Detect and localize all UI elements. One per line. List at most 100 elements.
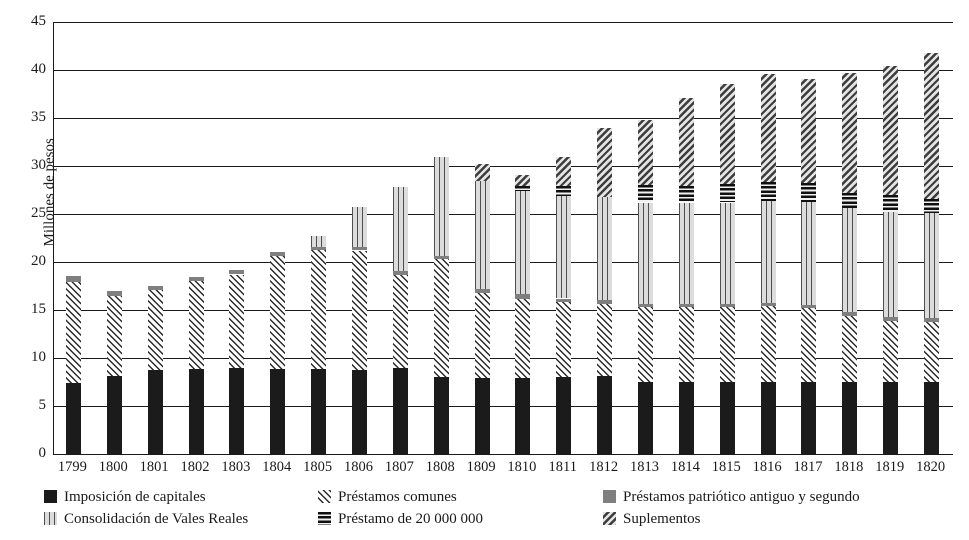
legend-swatch-hlines-icon [318, 512, 331, 525]
bar-1814 [678, 96, 694, 454]
bar-segment [597, 376, 613, 454]
y-tick-label-10: 10 [31, 349, 46, 365]
legend-swatch-vlines-icon [44, 512, 57, 525]
bar-segment [719, 382, 735, 454]
x-tick-label-1807: 1807 [384, 459, 414, 475]
y-tick-label-5: 5 [38, 397, 47, 413]
bar-segment [229, 269, 245, 275]
bar-segment [515, 299, 531, 379]
x-tick-label-1814: 1814 [670, 459, 700, 475]
legend-item-vlines: Consolidación de Vales Reales [44, 511, 248, 528]
bar-segment [106, 376, 122, 454]
bar-segment [801, 78, 817, 184]
legend-swatch-solid-gray-icon [603, 490, 616, 503]
bar-segment [311, 368, 327, 454]
bar-segment [678, 304, 694, 308]
bar-1807 [392, 185, 408, 454]
bar-segment [147, 289, 163, 371]
bar-segment [842, 382, 858, 454]
bar-segment [678, 307, 694, 382]
legend-swatch-solid-black-icon [44, 490, 57, 503]
y-tick-label-30: 30 [31, 157, 46, 173]
x-tick-label-1812: 1812 [589, 459, 619, 475]
bar-segment [760, 200, 776, 304]
bar-segment [311, 236, 327, 247]
bar-segment [515, 186, 531, 191]
bar-segment [801, 305, 817, 309]
bar-segment [351, 250, 367, 370]
bar-segment [351, 207, 367, 247]
bar-segment [924, 198, 940, 214]
x-tick-label-1819: 1819 [875, 459, 905, 475]
y-tick-label-0: 0 [38, 445, 47, 461]
bar-segment [351, 369, 367, 454]
bar-1817 [801, 77, 817, 454]
bar-1799 [65, 274, 81, 454]
bar-1802 [188, 275, 204, 454]
gridline-5 [54, 406, 953, 407]
x-tick-label-1804: 1804 [262, 459, 292, 475]
x-tick-label-1809: 1809 [466, 459, 496, 475]
y-tick-label-20: 20 [31, 253, 46, 269]
bar-segment [842, 192, 858, 209]
bar-segment [801, 382, 817, 454]
bar-segment [270, 368, 286, 454]
y-tick-label-40: 40 [31, 61, 46, 77]
gridline-30 [54, 166, 953, 167]
bar-segment [924, 213, 940, 318]
legend-item-diag-back: Préstamos comunes [318, 489, 457, 506]
legend-label: Préstamo de 20 000 000 [338, 511, 483, 527]
gridline-15 [54, 310, 953, 311]
bar-1810 [515, 173, 531, 454]
bar-1806 [351, 205, 367, 454]
legend-item-solid-black: Imposición de capitales [44, 489, 206, 506]
bar-segment [65, 282, 81, 383]
bar-segment [638, 382, 654, 454]
bar-segment [801, 308, 817, 382]
x-tick-label-1802: 1802 [180, 459, 210, 475]
bar-segment [597, 127, 613, 197]
gridline-45 [54, 22, 953, 23]
bar-segment [883, 66, 899, 195]
bar-1819 [883, 64, 899, 454]
bar-segment [229, 367, 245, 454]
bar-segment [760, 73, 776, 183]
bar-1800 [106, 289, 122, 454]
bar-segment [638, 119, 654, 186]
bar-1813 [638, 118, 654, 454]
bar-segment [474, 378, 490, 454]
bar-segment [883, 194, 899, 213]
gridline-10 [54, 358, 953, 359]
x-tick-label-1806: 1806 [343, 459, 373, 475]
bar-segment [556, 195, 572, 299]
x-tick-label-1810: 1810 [507, 459, 537, 475]
bar-segment [760, 382, 776, 454]
y-tick-label-15: 15 [31, 301, 46, 317]
bar-segment [351, 246, 367, 251]
bar-1820 [924, 51, 940, 454]
bar-segment [392, 187, 408, 271]
bar-segment [597, 196, 613, 301]
bar-segment [433, 157, 449, 257]
y-tick-label-45: 45 [31, 13, 46, 29]
x-tick-label-1801: 1801 [139, 459, 169, 475]
gridline-35 [54, 118, 953, 119]
bar-segment [474, 292, 490, 379]
bar-segment [597, 300, 613, 305]
bar-segment [106, 290, 122, 296]
bar-1808 [433, 155, 449, 454]
legend-label: Consolidación de Vales Reales [64, 511, 249, 527]
bar-segment [392, 270, 408, 276]
y-tick-label-25: 25 [31, 205, 46, 221]
bar-segment [147, 286, 163, 290]
y-tick-label-35: 35 [31, 109, 46, 125]
bar-segment [515, 378, 531, 454]
bar-segment [801, 202, 817, 306]
bar-segment [801, 183, 817, 203]
legend-item-diag-fwd: Suplementos [603, 511, 701, 528]
bar-segment [515, 174, 531, 187]
legend-item-solid-gray: Préstamos patriótico antiguo y segundo [603, 489, 860, 506]
legend-label: Suplementos [623, 511, 701, 527]
x-tick-label-1817: 1817 [793, 459, 823, 475]
